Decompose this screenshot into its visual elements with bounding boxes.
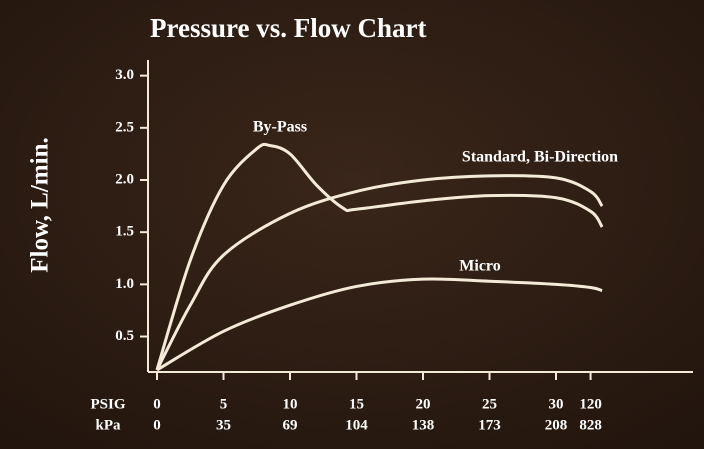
x-tick-label: 25 (482, 396, 497, 412)
chart-title: Pressure vs. Flow Chart (150, 13, 426, 43)
x-tick-label-secondary: 173 (478, 417, 501, 433)
x-tick-label-secondary: 208 (545, 417, 568, 433)
x-tick-label-secondary: 35 (216, 417, 231, 433)
y-tick-label: 3.0 (115, 67, 134, 83)
x-axis-label-secondary: kPa (95, 417, 121, 433)
annotation: Micro (459, 258, 500, 275)
y-tick-label: 1.0 (115, 276, 134, 292)
line-series (156, 277, 603, 372)
x-tick-label: 20 (416, 396, 431, 412)
line-series (155, 142, 604, 371)
y-tick-label: 2.5 (115, 119, 134, 135)
y-tick-label: 0.5 (115, 328, 134, 344)
x-axis-label: PSIG (90, 396, 125, 412)
x-tick-label-secondary: 0 (153, 417, 161, 433)
x-tick-label-secondary: 138 (412, 417, 435, 433)
x-tick-label-secondary: 828 (579, 417, 602, 433)
y-axis-label: Flow, L/min. (27, 137, 54, 272)
x-tick-label-secondary: 69 (283, 417, 298, 433)
y-tick-label: 1.5 (115, 224, 134, 240)
x-tick-label: 5 (220, 396, 228, 412)
line-series (155, 174, 604, 371)
y-tick-label: 2.0 (115, 171, 134, 187)
x-tick-label: 0 (153, 396, 161, 412)
annotation: Standard, Bi-Direction (462, 149, 618, 166)
x-tick-label: 30 (549, 396, 564, 412)
x-tick-label: 10 (283, 396, 298, 412)
x-tick-label: 120 (579, 396, 602, 412)
annotation: By-Pass (253, 119, 307, 136)
x-tick-label: 15 (349, 396, 364, 412)
x-tick-label-secondary: 104 (345, 417, 368, 433)
